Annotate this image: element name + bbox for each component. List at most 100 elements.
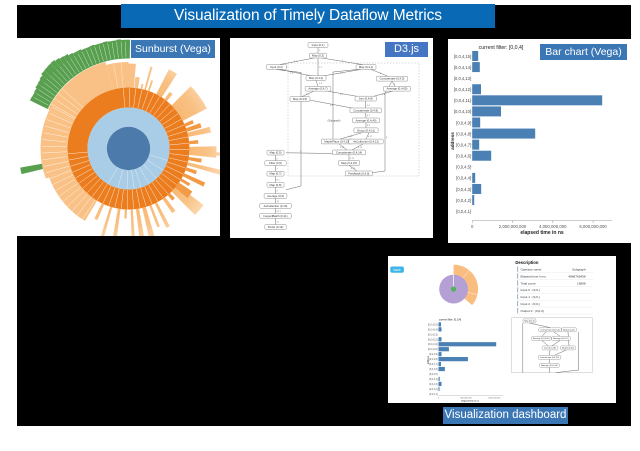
svg-text:InspectBatch (0,11): InspectBatch (0,11) — [263, 214, 287, 218]
svg-text:Input (0,2): Input (0,2) — [270, 65, 283, 69]
svg-text:4.7: 4.7 — [367, 115, 371, 117]
svg-text:Probe (0,13): Probe (0,13) — [268, 225, 284, 229]
svg-text:[0,0,4,1]: [0,0,4,1] — [456, 209, 471, 214]
svg-text:[0,0,4,9]: [0,0,4,9] — [456, 120, 471, 125]
svg-text:0: 0 — [471, 224, 474, 229]
svg-text:1,200,000,000: 1,200,000,000 — [488, 397, 502, 399]
svg-text:current filter: [0,0,4]: current filter: [0,0,4] — [439, 318, 462, 322]
svg-text:1: 1 — [342, 60, 344, 62]
svg-text:back: back — [394, 268, 401, 272]
svg-text:Feedback (0,4,0): Feedback (0,4,0) — [348, 171, 369, 175]
svg-text:[0,0,4,3]: [0,0,4,3] — [429, 384, 438, 386]
svg-text:Total count: Total count — [521, 281, 536, 285]
svg-text:4.15: 4.15 — [351, 168, 356, 170]
svg-text:[0,0,4,2]: [0,0,4,2] — [429, 389, 438, 391]
svg-text:[0,0,4,13]: [0,0,4,13] — [428, 334, 438, 336]
svg-text:[0,0,4,3]: [0,0,4,3] — [456, 187, 471, 192]
svg-text:Average (0,0,4,65): Average (0,0,4,65) — [533, 337, 550, 340]
svg-text:[0,0,4,5]: [0,0,4,5] — [456, 165, 471, 170]
svg-text:11: 11 — [277, 222, 280, 224]
svg-text:Group (0,4,11): Group (0,4,11) — [357, 128, 375, 132]
svg-text:[0,0,4,1]: [0,0,4,1] — [429, 394, 438, 396]
svg-text:Input 2 : (0,0,): Input 2 : (0,0,) — [521, 302, 540, 306]
svg-text:[0,0,4,14]: [0,0,4,14] — [428, 329, 438, 331]
svg-text:2.2: 2.2 — [340, 73, 344, 75]
svg-text:[0,0,4,13]: [0,0,4,13] — [454, 76, 471, 81]
svg-text:Concatenate (0,4,3): Concatenate (0,4,3) — [380, 77, 405, 81]
svg-text:Map (0,0,4,1): Map (0,0,4,1) — [563, 330, 575, 332]
svg-text:[0,0,4,14]: [0,0,4,14] — [454, 65, 471, 70]
svg-text:4.3: 4.3 — [340, 94, 344, 96]
svg-text:AsCollection (0,10): AsCollection (0,10) — [264, 204, 288, 208]
svg-text:7: 7 — [277, 169, 279, 171]
svg-text:[0,0,4,4]: [0,0,4,4] — [456, 176, 471, 181]
svg-text:[0,0,4,12]: [0,0,4,12] — [454, 87, 471, 92]
svg-text:Map (0,4,5): Map (0,4,5) — [293, 97, 307, 101]
svg-text:[0,0,4,7]: [0,0,4,7] — [429, 364, 438, 366]
svg-text:Average (0,4,65): Average (0,4,65) — [387, 87, 408, 91]
svg-text:600,000,000: 600,000,000 — [460, 397, 472, 399]
svg-text:6: 6 — [277, 159, 279, 161]
svg-text:[0,0,4,9]: [0,0,4,9] — [429, 354, 438, 356]
svg-text:[0,0,4,15]: [0,0,4,15] — [428, 324, 438, 326]
svg-text:address: address — [427, 355, 430, 364]
svg-text:Filter (0,6): Filter (0,6) — [269, 161, 282, 165]
svg-text:[0,0,4,4]: [0,0,4,4] — [429, 379, 438, 381]
svg-text:9: 9 — [277, 191, 279, 193]
svg-text:Join (0,0,4,8): Join (0,0,4,8) — [544, 348, 556, 350]
svg-text:1.1: 1.1 — [294, 61, 298, 63]
svg-text:address: address — [450, 132, 455, 150]
svg-text:Map (0,3): Map (0,3) — [312, 54, 324, 58]
svg-text:Description: Description — [515, 260, 538, 265]
svg-text:10: 10 — [277, 201, 280, 203]
svg-text:[0,0,4,5]: [0,0,4,5] — [429, 374, 438, 376]
svg-text:Average (0,0,4,10): Average (0,0,4,10) — [541, 364, 558, 367]
svg-text:Map (0,4,1): Map (0,4,1) — [359, 65, 373, 69]
svg-text:current filter: [0,0,4]: current filter: [0,0,4] — [479, 45, 524, 51]
svg-text:[0,0,4,11]: [0,0,4,11] — [454, 98, 471, 103]
svg-text:Average (0,9): Average (0,9) — [267, 194, 284, 198]
svg-text:(Subgraph): (Subgraph) — [328, 118, 341, 122]
svg-text:Map (0,5): Map (0,5) — [270, 151, 282, 155]
svg-text:Map (0,4,15): Map (0,4,15) — [341, 161, 357, 165]
svg-text:0: 0 — [438, 397, 440, 399]
svg-text:4.1: 4.1 — [306, 94, 310, 96]
svg-text:Operator name: Operator name — [521, 268, 542, 272]
svg-text:3.4: 3.4 — [367, 105, 371, 107]
svg-text:4.13: 4.13 — [358, 147, 363, 149]
svg-text:2,000,000,000: 2,000,000,000 — [499, 224, 527, 229]
svg-text:2.4: 2.4 — [319, 83, 323, 85]
svg-text:[0,0,4,7]: [0,0,4,7] — [456, 142, 471, 147]
svg-text:[0,0,4,12]: [0,0,4,12] — [428, 339, 438, 341]
svg-text:Map (0,8): Map (0,8) — [270, 183, 282, 187]
svg-text:10.1: 10.1 — [277, 211, 282, 213]
svg-text:1.2: 1.2 — [319, 67, 323, 69]
svg-text:4: 4 — [394, 84, 396, 86]
svg-text:4.5: 4.5 — [330, 105, 334, 107]
svg-text:MapInPlace (0,4,13): MapInPlace (0,4,13) — [324, 140, 349, 144]
svg-text:[0,0,4,2]: [0,0,4,2] — [456, 198, 471, 203]
svg-text:Map (0,4,2): Map (0,4,2) — [309, 76, 323, 80]
svg-text:Elapsed time in ns: Elapsed time in ns — [521, 274, 547, 278]
svg-text:Average (0,4,7): Average (0,4,7) — [308, 87, 327, 91]
svg-text:2: 2 — [380, 73, 382, 75]
svg-text:[0,0,4,15]: [0,0,4,15] — [454, 54, 471, 59]
svg-text:Concatenate (0,4,9): Concatenate (0,4,9) — [353, 108, 378, 112]
svg-text:[0,0,4,8]: [0,0,4,8] — [429, 359, 438, 361]
svg-text:8.1: 8.1 — [277, 180, 281, 182]
svg-text:Map (0,7): Map (0,7) — [270, 172, 282, 176]
svg-text:15898: 15898 — [577, 281, 586, 285]
svg-text:4.9: 4.9 — [367, 125, 371, 127]
svg-text:[0,0,4,8]: [0,0,4,8] — [456, 131, 471, 136]
svg-text:Output 0 : (0,0,2): Output 0 : (0,0,2) — [521, 309, 544, 313]
svg-text:4866765458: 4866765458 — [568, 274, 585, 278]
svg-text:Map (0,0,4,5): Map (0,0,4,5) — [562, 348, 574, 350]
svg-text:Concatenate (0,0,4,9): Concatenate (0,0,4,9) — [540, 356, 560, 359]
svg-text:0: 0 — [319, 50, 321, 52]
svg-text:[0,0,4,10]: [0,0,4,10] — [428, 349, 438, 351]
svg-text:Input (0,1): Input (0,1) — [312, 43, 325, 47]
svg-text:elapsed time in ns: elapsed time in ns — [520, 230, 564, 236]
svg-text:AsCollection (0,4,12): AsCollection (0,4,12) — [353, 140, 379, 144]
svg-text:Map (0,0,1): Map (0,0,1) — [524, 321, 535, 323]
svg-text:Input 1 : (0,0,): Input 1 : (0,0,) — [521, 295, 540, 299]
